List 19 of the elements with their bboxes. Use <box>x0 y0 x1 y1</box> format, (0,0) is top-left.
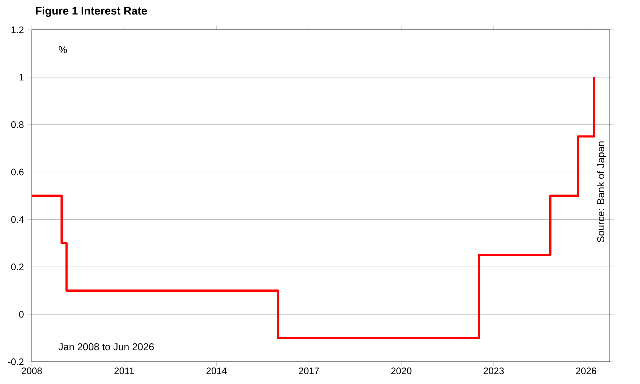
x-tick-label: 2026 <box>576 368 596 374</box>
y-tick-label: 0 <box>19 311 24 318</box>
annotation: Source: Bank of Japan <box>597 142 606 242</box>
y-tick-label: 0.6 <box>11 168 24 176</box>
x-tick-label: 2023 <box>484 368 504 374</box>
x-tick-label: 2020 <box>391 368 412 374</box>
y-tick-label: 0.8 <box>11 122 24 128</box>
chart-title: Figure 1 Interest Rate <box>36 6 148 18</box>
y-tick-label: 0.4 <box>11 216 24 224</box>
y-tick-label: 1.2 <box>12 26 24 34</box>
x-tick-label: 2011 <box>114 368 134 374</box>
x-tick-label: 2014 <box>206 368 228 374</box>
y-tick-label: -0.2 <box>8 358 24 366</box>
annotation: % <box>59 46 68 54</box>
x-tick-label: 2008 <box>22 368 42 374</box>
y-tick-label: 1 <box>20 74 24 81</box>
y-tick-label: 0.2 <box>11 264 24 270</box>
x-tick-label: 2017 <box>299 368 320 374</box>
annotation: Jan 2008 to Jun 2026 <box>58 344 154 351</box>
